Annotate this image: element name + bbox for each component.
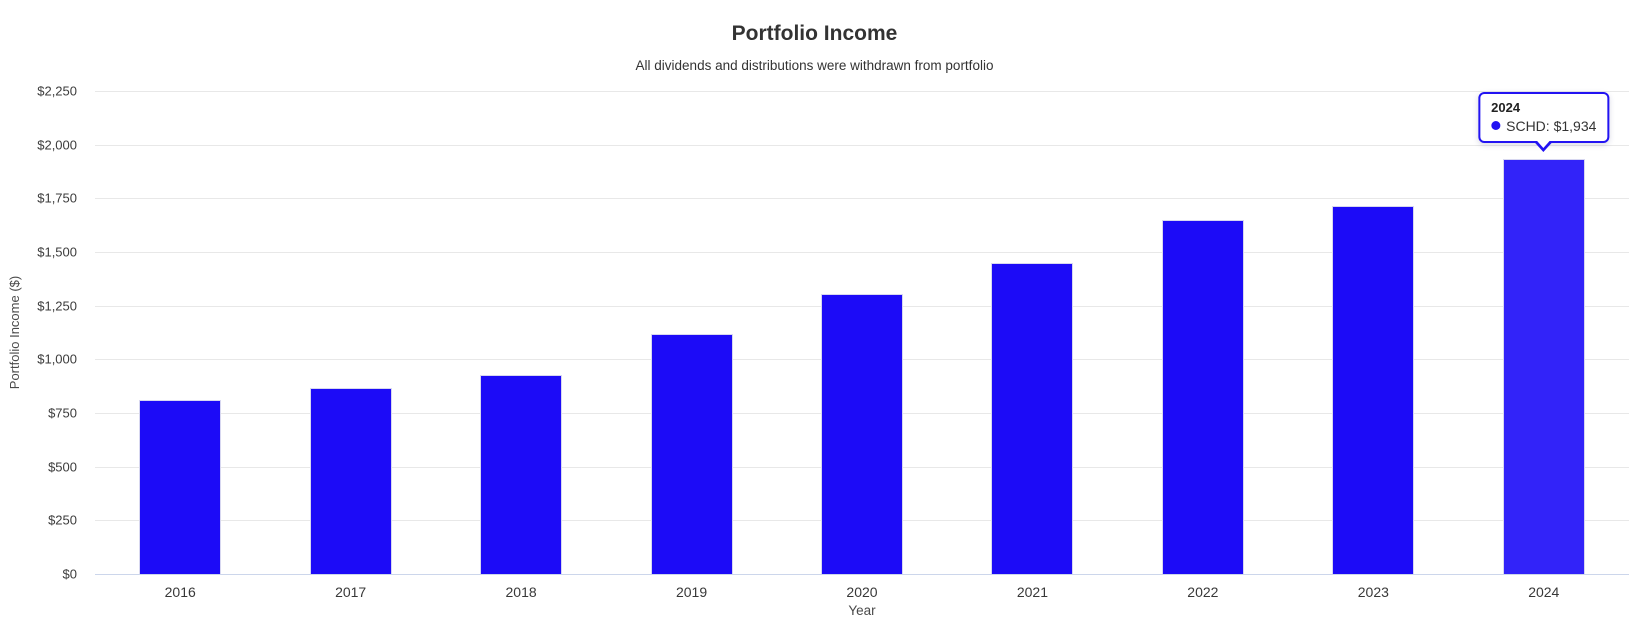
series-marker-dot-icon (1491, 121, 1501, 131)
y-axis-tick-label: $1,750 (37, 190, 77, 206)
tooltip-year: 2024 (1491, 99, 1521, 115)
bar-2016[interactable] (139, 399, 222, 574)
y-axis-tick-label: $1,500 (37, 244, 77, 260)
x-axis-tick-label: 2023 (1357, 584, 1389, 600)
y-gridline (95, 91, 1629, 92)
bar-2024[interactable] (1502, 158, 1585, 574)
y-axis-tick-label: $500 (48, 459, 77, 475)
y-gridline (95, 252, 1629, 253)
x-axis-tick-label: 2022 (1187, 584, 1219, 600)
bar-2020[interactable] (821, 293, 903, 574)
x-axis-tick-label: 2021 (1016, 584, 1049, 600)
bar-2023[interactable] (1332, 205, 1415, 574)
tooltip-series-value: SCHD: $1,934 (1506, 117, 1597, 134)
bar-2021[interactable] (991, 262, 1074, 574)
bar-2017[interactable] (309, 387, 392, 574)
y-gridline (95, 198, 1629, 200)
y-gridline (95, 144, 1629, 146)
x-axis-tick-label: 2016 (164, 584, 196, 600)
y-axis-tick-label: $1,000 (37, 351, 77, 367)
y-axis-tick-label: $250 (48, 512, 77, 528)
bar-2018[interactable] (480, 375, 563, 574)
x-axis-tick-label: 2019 (675, 584, 708, 600)
x-axis-tick-label: 2018 (505, 584, 537, 600)
tooltip: 2024 SCHD: $1,934 (1478, 91, 1610, 152)
y-axis-tick-label: $2,000 (37, 137, 77, 153)
chart-title: Portfolio Income (731, 22, 898, 45)
chart-subtitle: All dividends and distributions were wit… (635, 58, 994, 73)
y-axis-tick-label: $750 (48, 405, 77, 421)
x-axis-tick-label: 2024 (1528, 584, 1560, 600)
bar-2019[interactable] (650, 333, 733, 574)
tooltip-callout-arrow-fill (1535, 138, 1552, 148)
x-axis-line (95, 574, 1629, 575)
y-axis-title: Portfolio Income ($) (7, 275, 23, 390)
y-axis-tick-label: $1,250 (37, 298, 77, 314)
y-axis-tick-label: $0 (62, 566, 77, 582)
y-axis-tick-label: $2,250 (37, 83, 77, 99)
tooltip-series-row: SCHD: $1,934 (1491, 118, 1596, 134)
plot-area (95, 91, 1629, 575)
bar-2022[interactable] (1161, 220, 1244, 574)
x-axis-tick-label: 2017 (335, 584, 367, 600)
x-axis-tick-label: 2020 (846, 584, 878, 600)
x-axis-title: Year (848, 603, 876, 618)
